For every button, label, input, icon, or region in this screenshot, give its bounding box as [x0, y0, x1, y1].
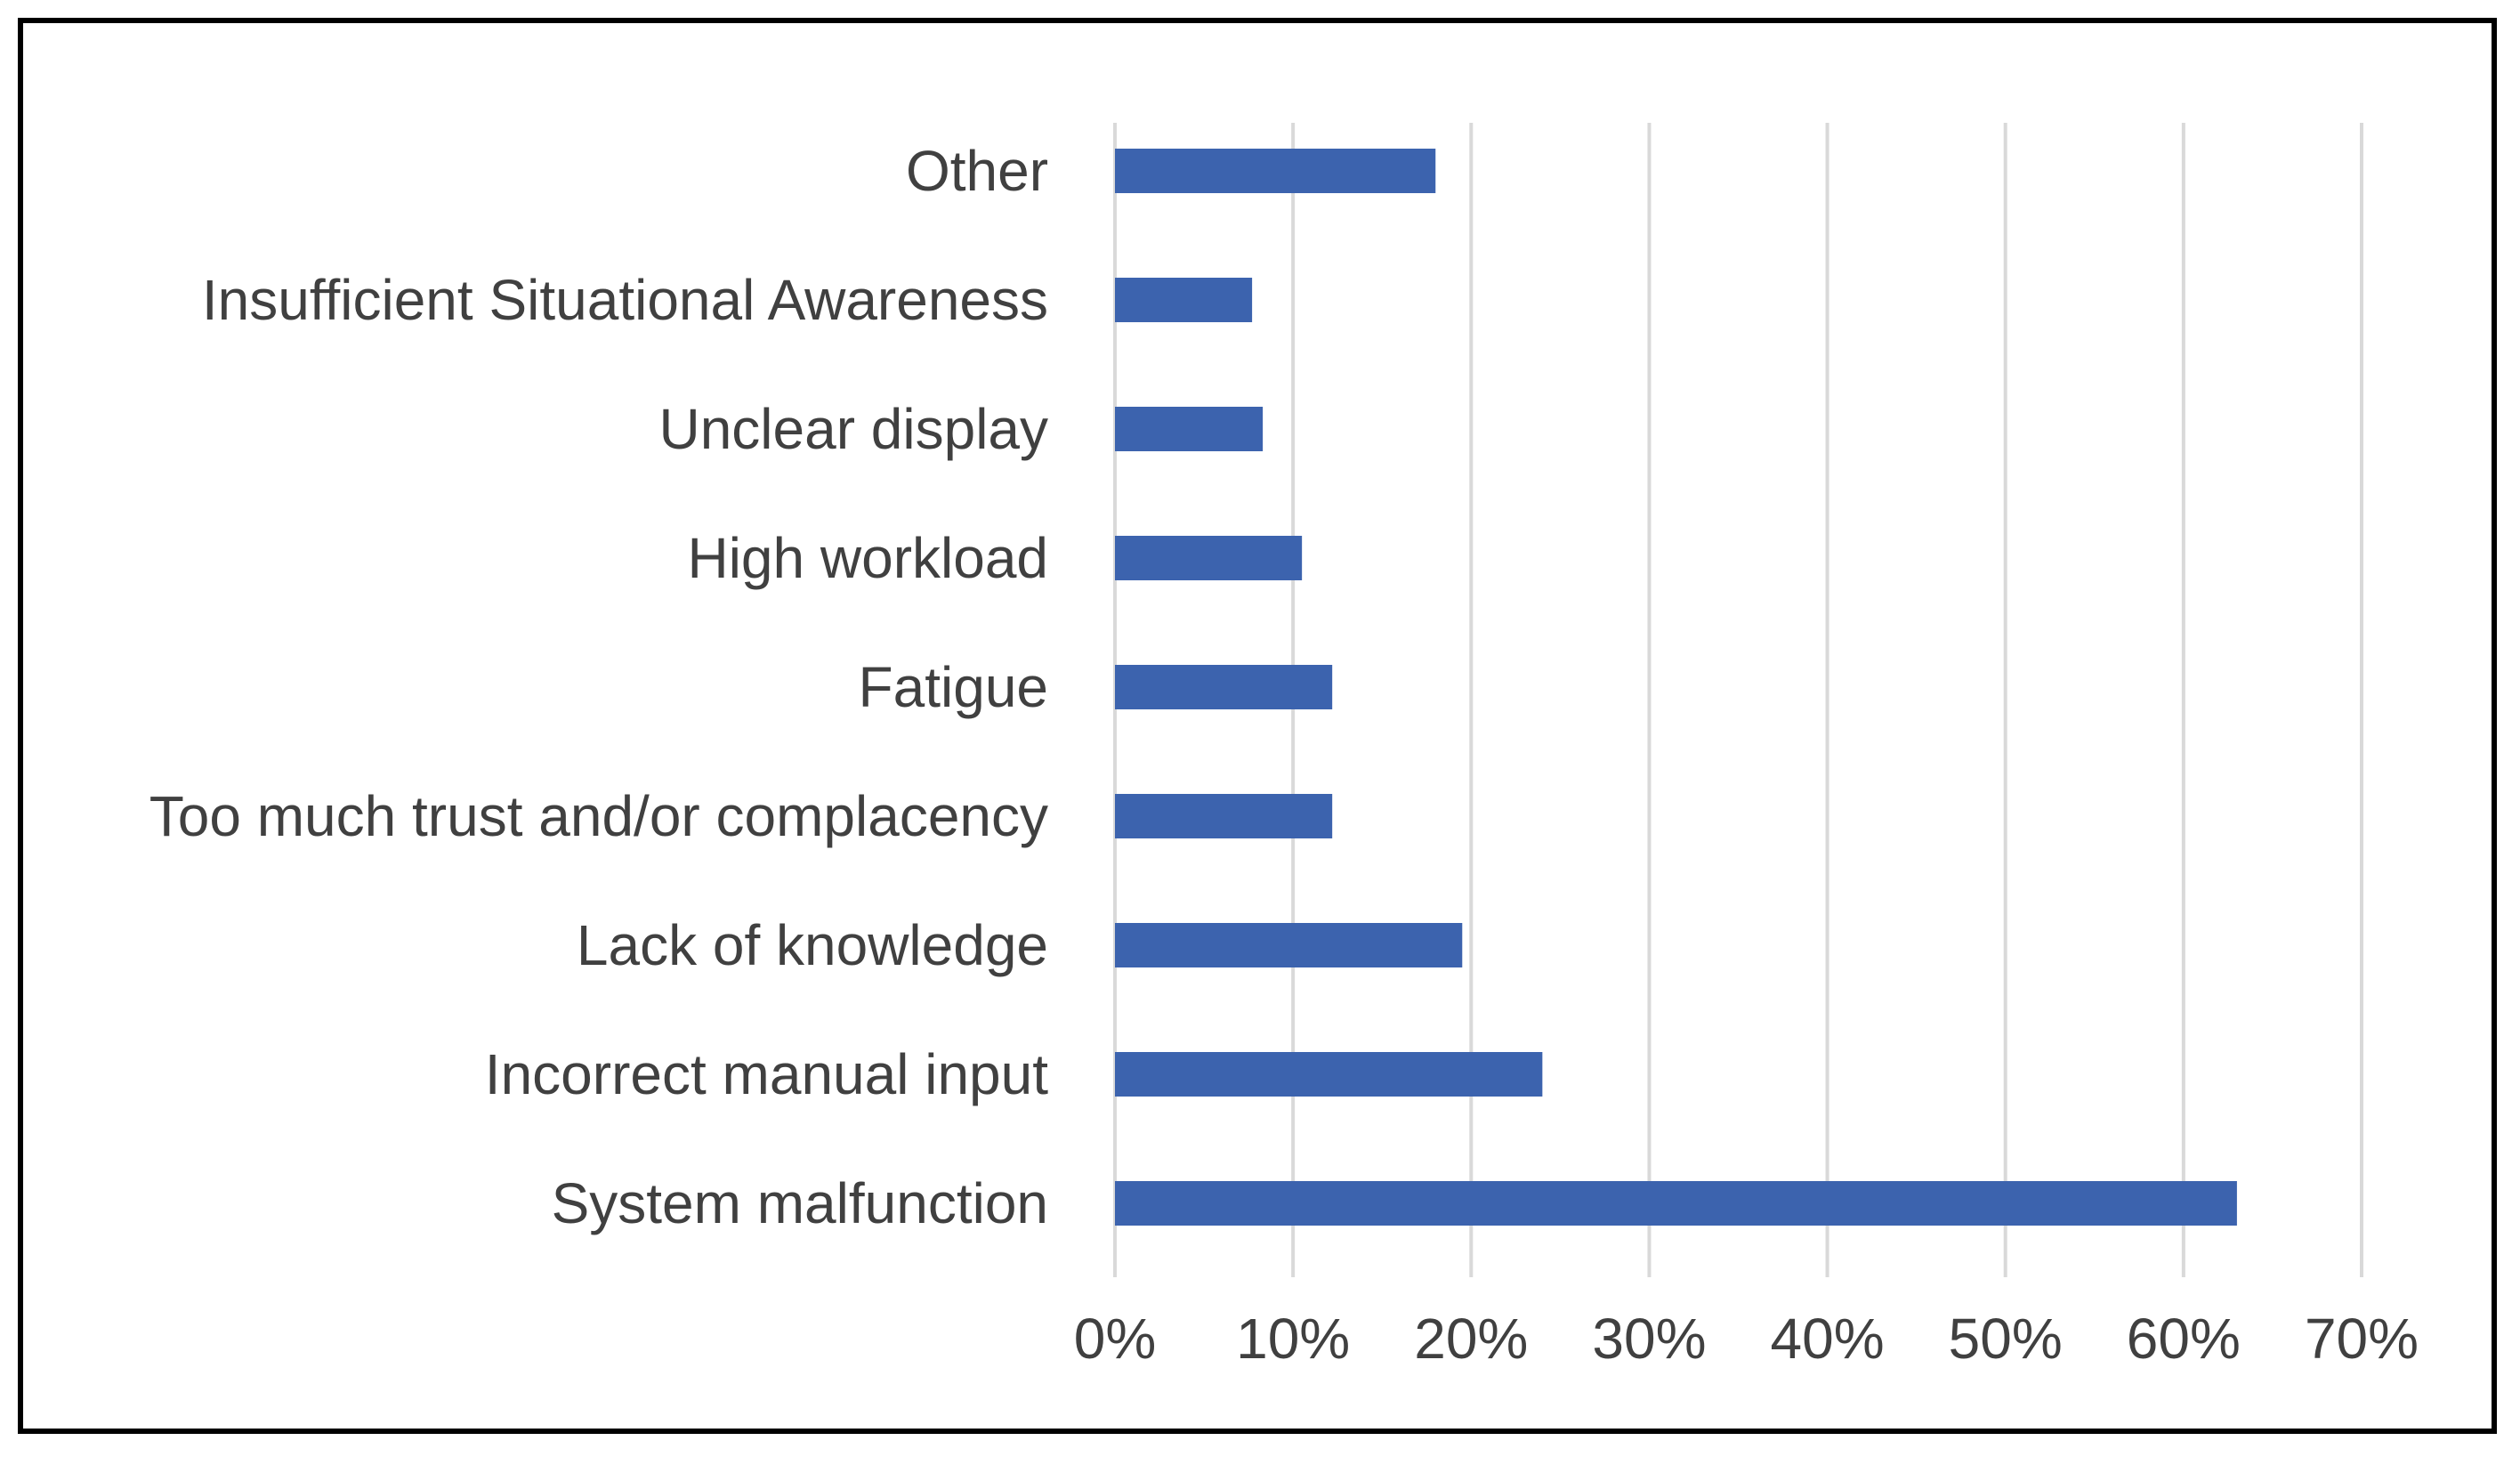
- category-label: High workload: [687, 526, 1048, 590]
- category-label: Unclear display: [658, 397, 1048, 461]
- category-label: Incorrect manual input: [485, 1042, 1048, 1106]
- gridlines: [1113, 123, 2363, 1277]
- category-label: Too much trust and/or complacency: [149, 784, 1048, 848]
- category-label: Fatigue: [859, 655, 1048, 719]
- bar: [1115, 278, 1253, 322]
- category-label: Insufficient Situational Awareness: [202, 268, 1048, 332]
- category-label: Lack of knowledge: [577, 913, 1048, 977]
- bar: [1115, 536, 1303, 580]
- x-tick-label: 10%: [1236, 1307, 1350, 1371]
- x-tick-label: 20%: [1414, 1307, 1528, 1371]
- bar: [1115, 923, 1463, 967]
- x-tick-label: 40%: [1771, 1307, 1885, 1371]
- bar: [1115, 665, 1333, 709]
- category-label: Other: [906, 139, 1048, 203]
- x-tick-labels: 0% 10% 20% 30% 40% 50% 60% 70%: [1074, 1307, 2419, 1371]
- x-tick-label: 0%: [1074, 1307, 1157, 1371]
- category-labels: Other Insufficient Situational Awareness U…: [149, 139, 1048, 1235]
- bars: [1115, 149, 2237, 1226]
- bar: [1115, 149, 1436, 193]
- x-tick-label: 70%: [2305, 1307, 2419, 1371]
- category-label: System malfunction: [552, 1171, 1048, 1235]
- bar: [1115, 1181, 2237, 1226]
- bar: [1115, 794, 1333, 838]
- x-tick-label: 50%: [1949, 1307, 2063, 1371]
- x-tick-label: 60%: [2127, 1307, 2241, 1371]
- bar: [1115, 407, 1264, 451]
- bar-chart: Other Insufficient Situational Awareness U…: [149, 123, 2419, 1371]
- chart-frame: Other Insufficient Situational Awareness U…: [18, 18, 2497, 1434]
- x-tick-label: 30%: [1592, 1307, 1706, 1371]
- bar: [1115, 1052, 1543, 1097]
